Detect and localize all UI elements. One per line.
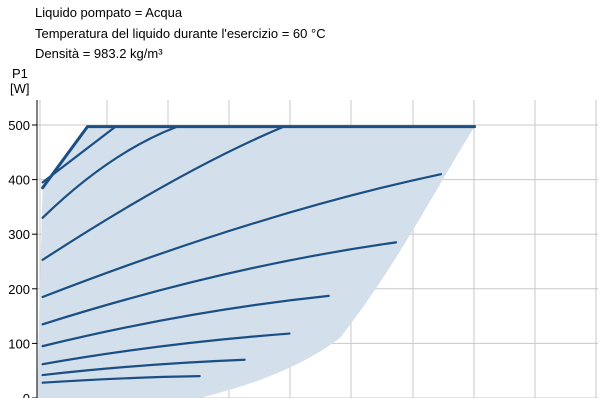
series-curve <box>41 375 201 384</box>
axes-layer <box>32 100 38 398</box>
envelope-layer <box>37 126 475 398</box>
y-axis-label-p1: P1 <box>12 66 28 81</box>
y-axis-label-unit: [W] <box>10 81 30 96</box>
header-line-density: Densità = 983.2 kg/m³ <box>35 46 163 61</box>
series-curve <box>41 173 443 299</box>
y-tick-label: 0 <box>23 391 30 398</box>
series-curve <box>41 125 179 219</box>
header-line-temperature: Temperatura del liquido durante l'eserci… <box>35 26 326 41</box>
y-tick-label: 400 <box>8 173 30 188</box>
curve-layer <box>41 125 477 384</box>
tick-labels: 0 100 200 300 400 500 <box>8 118 30 398</box>
header-line-liquid: Liquido pompato = Acqua <box>35 5 183 20</box>
series-curve <box>41 125 285 261</box>
y-tick-label: 200 <box>8 282 30 297</box>
y-tick-label: 100 <box>8 336 30 351</box>
series-curve <box>41 358 246 377</box>
operating-envelope <box>37 126 475 398</box>
series-curve <box>41 125 477 190</box>
series-curve <box>41 294 330 348</box>
y-tick-label: 300 <box>8 227 30 242</box>
series-curve <box>41 241 398 326</box>
series-curve <box>41 332 291 366</box>
y-tick-label: 500 <box>8 118 30 133</box>
